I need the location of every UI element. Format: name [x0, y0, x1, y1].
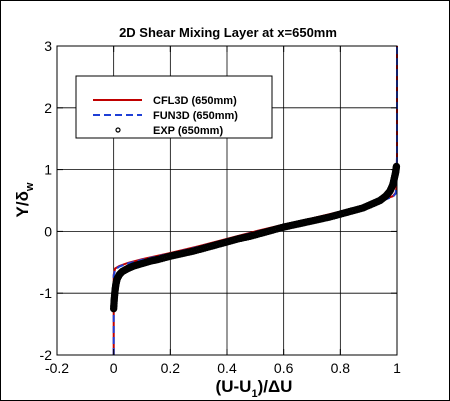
x-axis-label: (U-U1)/ΔU: [216, 377, 293, 400]
legend: CFL3D (650mm) FUN3D (650mm) EXP (650mm): [75, 75, 273, 139]
legend-box: [75, 75, 273, 139]
y-tick-label: 3: [44, 38, 52, 54]
legend-label: FUN3D (650mm): [153, 110, 238, 122]
legend-label: CFL3D (650mm): [153, 95, 237, 107]
x-axis-label-sub: 1: [251, 388, 257, 400]
x-axis-label-tail: )/ΔU: [258, 377, 293, 396]
x-axis-label-main: (U-U: [216, 377, 252, 396]
legend-label: EXP (650mm): [153, 125, 223, 137]
x-tick-label: 0.4: [217, 360, 237, 376]
x-tick-label: 0.8: [331, 360, 351, 376]
y-tick-label: 2: [44, 100, 52, 116]
y-axis-label-main: Y/δ: [13, 191, 32, 217]
x-tick-label: 1: [393, 360, 401, 376]
y-tick-label: 0: [44, 223, 52, 239]
y-tick-label: -1: [40, 285, 53, 301]
y-tick-label: -2: [40, 347, 53, 363]
x-tick-label: -0.2: [45, 360, 69, 376]
axis-ticks: [56, 45, 398, 356]
x-tick-label: 0.6: [274, 360, 294, 376]
y-tick-label: 1: [44, 162, 52, 178]
tick-labels: -0.2 0 0.2 0.4 0.6 0.8 1 -2 -1 0 1 2 3: [40, 38, 402, 376]
y-axis-label: Y/δw: [13, 182, 36, 217]
series-layer: [109, 46, 401, 355]
y-axis-label-sub: w: [24, 182, 36, 192]
x-tick-label: 0: [110, 360, 118, 376]
chart-title: 2D Shear Mixing Layer at x=650mm: [119, 25, 337, 40]
legend-marker-exp: [115, 127, 121, 133]
x-tick-label: 0.2: [161, 360, 181, 376]
